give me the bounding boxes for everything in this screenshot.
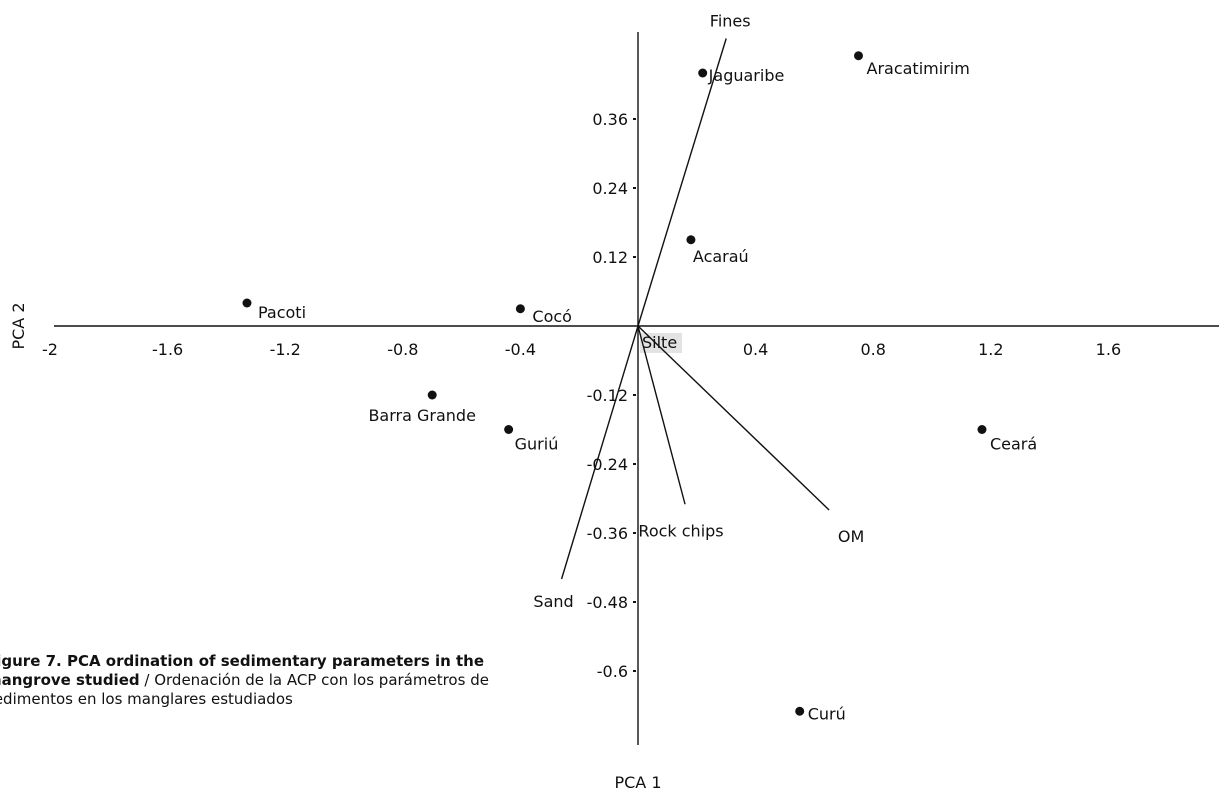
site-point [504,425,514,434]
site-label: Guriú [515,435,559,454]
site-label: Barra Grande [368,406,475,425]
site-label: Pacoti [258,303,306,322]
y-tick-label: -0.48 [587,593,628,612]
site-point [698,68,708,78]
y-tick-label: 0.36 [592,110,628,129]
tick-labels: -2 -1.6 -1.2 -0.8 -0.4 0.4 0.8 1.2 1.6 0.36 0.24 0.… [42,110,1121,681]
y-tick-label: 0.24 [592,179,628,198]
site-point [854,51,863,61]
axes [54,32,1219,745]
site-points: Aracatimirim Jaguaribe Acaraú Pacoti Cocó Bar… [242,51,1037,723]
loading-vector [637,38,727,327]
x-tick-label: -2 [42,340,58,359]
x-tick-label: -1.6 [152,340,183,359]
x-tick-label: 0.4 [743,340,768,359]
vector-label: Rock chips [638,521,723,540]
loading-vector [637,325,686,505]
site-label: Ceará [990,435,1037,454]
caption-title: Figure 7. PCA ordination of sedimentary … [0,652,485,689]
site-point [515,304,525,314]
y-tick-label: -0.6 [597,662,628,681]
site-label: Cocó [532,307,572,326]
y-tick-label: -0.36 [587,524,628,543]
vector-label: Fines [710,12,751,31]
x-tick-label: -0.8 [387,340,418,359]
site-point [977,425,987,434]
y-tick-label: -0.12 [587,386,628,405]
site-label: Aracatimirim [867,59,970,78]
y-axis-title: PCA 2 [9,302,28,349]
site-point [795,706,805,716]
y-tick-label: -0.24 [587,455,628,474]
site-point [242,298,252,308]
x-tick-label: -1.2 [270,340,301,359]
vector-label: Sand [533,592,573,611]
x-axis-title: PCA 1 [614,773,661,792]
loading-vector [637,325,830,511]
site-point [686,235,696,245]
site-label: Curú [808,704,846,723]
x-tick-label: 1.2 [978,340,1003,359]
x-tick-label: 0.8 [860,340,885,359]
figure-caption: Figure 7. PCA ordination of sedimentary … [0,652,506,709]
site-label: Acaraú [693,247,749,266]
caption-text: / Ordenación de la ACP con los parámetro… [0,671,489,708]
site-point [427,390,437,400]
x-tick-label: -0.4 [505,340,536,359]
loading-vector [560,325,639,580]
vector-label: OM [838,527,864,546]
x-tick-label: 1.6 [1096,340,1121,359]
y-tick-label: 0.12 [592,248,628,267]
site-label: Jaguaribe [708,66,785,85]
